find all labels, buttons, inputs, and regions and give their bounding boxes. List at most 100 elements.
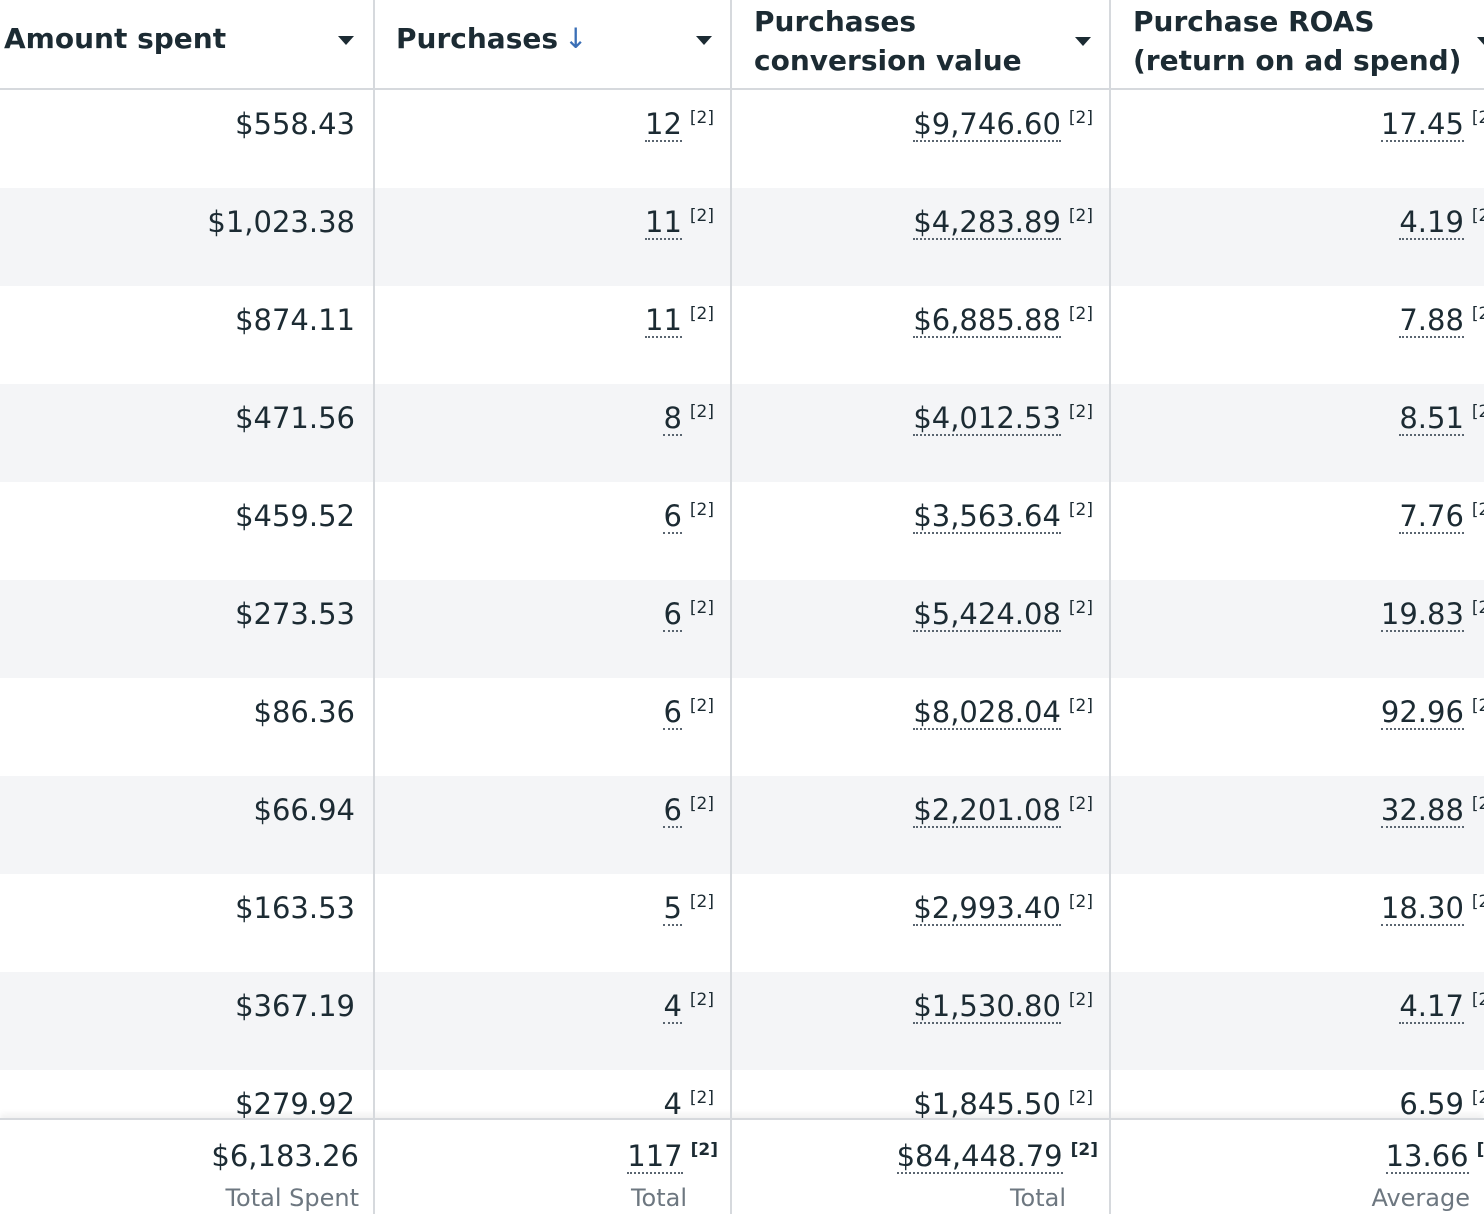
table-row[interactable]: $86.36 6 [2] $8,028.04 [2] 92.96 [2] xyxy=(0,678,1484,776)
cell-roas: 7.76 [2] xyxy=(1399,496,1484,536)
table-row[interactable]: $874.11 11 [2] $6,885.88 [2] 7.88 [2] xyxy=(0,286,1484,384)
cell-conversion-value-value[interactable]: $4,012.53 xyxy=(913,401,1061,436)
footnote-marker: [2] xyxy=(1471,892,1484,912)
cell-conversion-value-value[interactable]: $2,201.08 xyxy=(913,793,1061,828)
cell-amount-spent: $367.19 xyxy=(235,989,355,1023)
column-header-roas[interactable]: Purchase ROAS (return on ad spend) xyxy=(1111,0,1484,88)
footnote-marker: [2] xyxy=(1471,794,1484,814)
cell-purchases-value[interactable]: 6 xyxy=(663,597,682,632)
sort-descending-icon[interactable]: ↓ xyxy=(564,22,588,55)
footnote-marker: [2] xyxy=(1068,304,1093,324)
footnote-marker: [2] xyxy=(1068,500,1093,520)
cell-roas: 32.88 [2] xyxy=(1380,790,1484,830)
footnote-marker: [2] xyxy=(1476,1140,1484,1160)
cell-purchases: 6 [2] xyxy=(663,692,714,732)
cell-purchases-value[interactable]: 8 xyxy=(663,401,682,436)
footnote-marker: [2] xyxy=(1068,402,1093,422)
cell-roas-value[interactable]: 7.88 xyxy=(1399,303,1464,338)
cell-purchases-value[interactable]: 11 xyxy=(645,205,682,240)
table-row[interactable]: $471.56 8 [2] $4,012.53 [2] 8.51 [2] xyxy=(0,384,1484,482)
cell-roas-value[interactable]: 17.45 xyxy=(1380,107,1464,142)
column-menu-caret-icon[interactable] xyxy=(338,36,354,45)
cell-conversion-value-value[interactable]: $2,993.40 xyxy=(913,891,1061,926)
column-header-conversion-value[interactable]: Purchases conversion value xyxy=(732,0,1109,88)
cell-conversion-value-value[interactable]: $1,530.80 xyxy=(913,989,1061,1024)
total-conversion-value-label: Total xyxy=(1009,1184,1066,1212)
cell-purchases-value[interactable]: 4 xyxy=(663,989,682,1024)
cell-conversion-value: $4,283.89 [2] xyxy=(913,202,1093,242)
cell-conversion-value: $9,746.60 [2] xyxy=(913,104,1093,144)
table-row[interactable]: $273.53 6 [2] $5,424.08 [2] 19.83 [2] xyxy=(0,580,1484,678)
column-title-conversion-value-line2: conversion value xyxy=(754,44,1022,77)
cell-purchases-value[interactable]: 11 xyxy=(645,303,682,338)
table-row[interactable]: $163.53 5 [2] $2,993.40 [2] 18.30 [2] xyxy=(0,874,1484,972)
cell-roas-value[interactable]: 32.88 xyxy=(1380,793,1464,828)
total-purchases-value[interactable]: 117 xyxy=(627,1139,683,1174)
cell-conversion-value-value[interactable]: $4,283.89 xyxy=(913,205,1061,240)
table-row[interactable]: $1,023.38 11 [2] $4,283.89 [2] 4.19 [2] xyxy=(0,188,1484,286)
cell-roas: 4.17 [2] xyxy=(1399,986,1484,1026)
cell-purchases-value[interactable]: 6 xyxy=(663,695,682,730)
footnote-marker: [2] xyxy=(689,990,714,1010)
total-conversion-value: $84,448.79 [2] xyxy=(896,1136,1098,1176)
total-purchases-label: Total xyxy=(630,1184,687,1212)
cell-roas: 8.51 [2] xyxy=(1399,398,1484,438)
column-divider xyxy=(373,0,375,1214)
cell-purchases-value[interactable]: 4 xyxy=(663,1087,682,1122)
cell-purchases-value[interactable]: 12 xyxy=(645,107,682,142)
cell-purchases: 6 [2] xyxy=(663,790,714,830)
footnote-marker: [2] xyxy=(1471,304,1484,324)
cell-conversion-value: $2,201.08 [2] xyxy=(913,790,1093,830)
cell-roas-value[interactable]: 8.51 xyxy=(1399,401,1464,436)
column-menu-caret-icon[interactable] xyxy=(1477,37,1484,46)
cell-purchases: 6 [2] xyxy=(663,594,714,634)
cell-roas-value[interactable]: 19.83 xyxy=(1380,597,1464,632)
column-menu-caret-icon[interactable] xyxy=(696,36,712,45)
cell-amount-spent: $874.11 xyxy=(235,303,355,337)
table-row[interactable]: $459.52 6 [2] $3,563.64 [2] 7.76 [2] xyxy=(0,482,1484,580)
total-amount-spent: $6,183.26 xyxy=(211,1139,359,1173)
cell-conversion-value-value[interactable]: $6,885.88 xyxy=(913,303,1061,338)
cell-purchases-value[interactable]: 5 xyxy=(663,891,682,926)
cell-conversion-value-value[interactable]: $8,028.04 xyxy=(913,695,1061,730)
cell-roas-value[interactable]: 7.76 xyxy=(1399,499,1464,534)
table-row[interactable]: $367.19 4 [2] $1,530.80 [2] 4.17 [2] xyxy=(0,972,1484,1070)
column-header-purchases[interactable]: Purchases ↓ xyxy=(376,0,730,88)
cell-roas-value[interactable]: 4.19 xyxy=(1399,205,1464,240)
cell-conversion-value: $5,424.08 [2] xyxy=(913,594,1093,634)
cell-conversion-value-value[interactable]: $5,424.08 xyxy=(913,597,1061,632)
cell-conversion-value-value[interactable]: $9,746.60 xyxy=(913,107,1061,142)
footnote-marker: [2] xyxy=(1068,892,1093,912)
table-row[interactable]: $66.94 6 [2] $2,201.08 [2] 32.88 [2] xyxy=(0,776,1484,874)
footnote-marker: [2] xyxy=(1471,1088,1484,1108)
cell-roas: 4.19 [2] xyxy=(1399,202,1484,242)
total-roas-label: Average xyxy=(1371,1184,1470,1212)
footnote-marker: [2] xyxy=(1068,696,1093,716)
total-amount-spent-label: Total Spent xyxy=(225,1184,359,1212)
table-row[interactable]: $279.92 4 [2] $1,845.50 [2] 6.59 [2] xyxy=(0,1070,1484,1168)
column-header-amount-spent[interactable]: Amount spent xyxy=(0,0,374,88)
column-title-purchases: Purchases ↓ xyxy=(396,22,588,55)
cell-conversion-value-value[interactable]: $1,845.50 xyxy=(913,1087,1061,1122)
total-roas-value[interactable]: 13.66 xyxy=(1385,1139,1469,1174)
table-body: $558.4312[2]$9,746.60[2]17.45[2]$1,023.3… xyxy=(0,90,1484,1168)
cell-amount-spent: $66.94 xyxy=(253,793,355,827)
cell-purchases: 5 [2] xyxy=(663,888,714,928)
cell-roas-value[interactable]: 4.17 xyxy=(1399,989,1464,1024)
column-menu-caret-icon[interactable] xyxy=(1075,37,1091,46)
cell-purchases-value[interactable]: 6 xyxy=(663,793,682,828)
cell-roas-value[interactable]: 92.96 xyxy=(1380,695,1464,730)
cell-roas: 6.59 [2] xyxy=(1399,1084,1484,1124)
table-row[interactable]: $558.43 12 [2] $9,746.60 [2] 17.45 [2] xyxy=(0,90,1484,188)
footnote-marker: [2] xyxy=(1471,402,1484,422)
footnote-marker: [2] xyxy=(690,1140,718,1160)
total-conversion-value-value[interactable]: $84,448.79 xyxy=(896,1139,1063,1174)
footnote-marker: [2] xyxy=(689,402,714,422)
footnote-marker: [2] xyxy=(689,108,714,128)
cell-purchases: 12 [2] xyxy=(645,104,714,144)
cell-roas-value[interactable]: 18.30 xyxy=(1380,891,1464,926)
cell-conversion-value-value[interactable]: $3,563.64 xyxy=(913,499,1061,534)
cell-amount-spent: $273.53 xyxy=(235,597,355,631)
cell-purchases-value[interactable]: 6 xyxy=(663,499,682,534)
cell-roas-value[interactable]: 6.59 xyxy=(1399,1087,1464,1122)
